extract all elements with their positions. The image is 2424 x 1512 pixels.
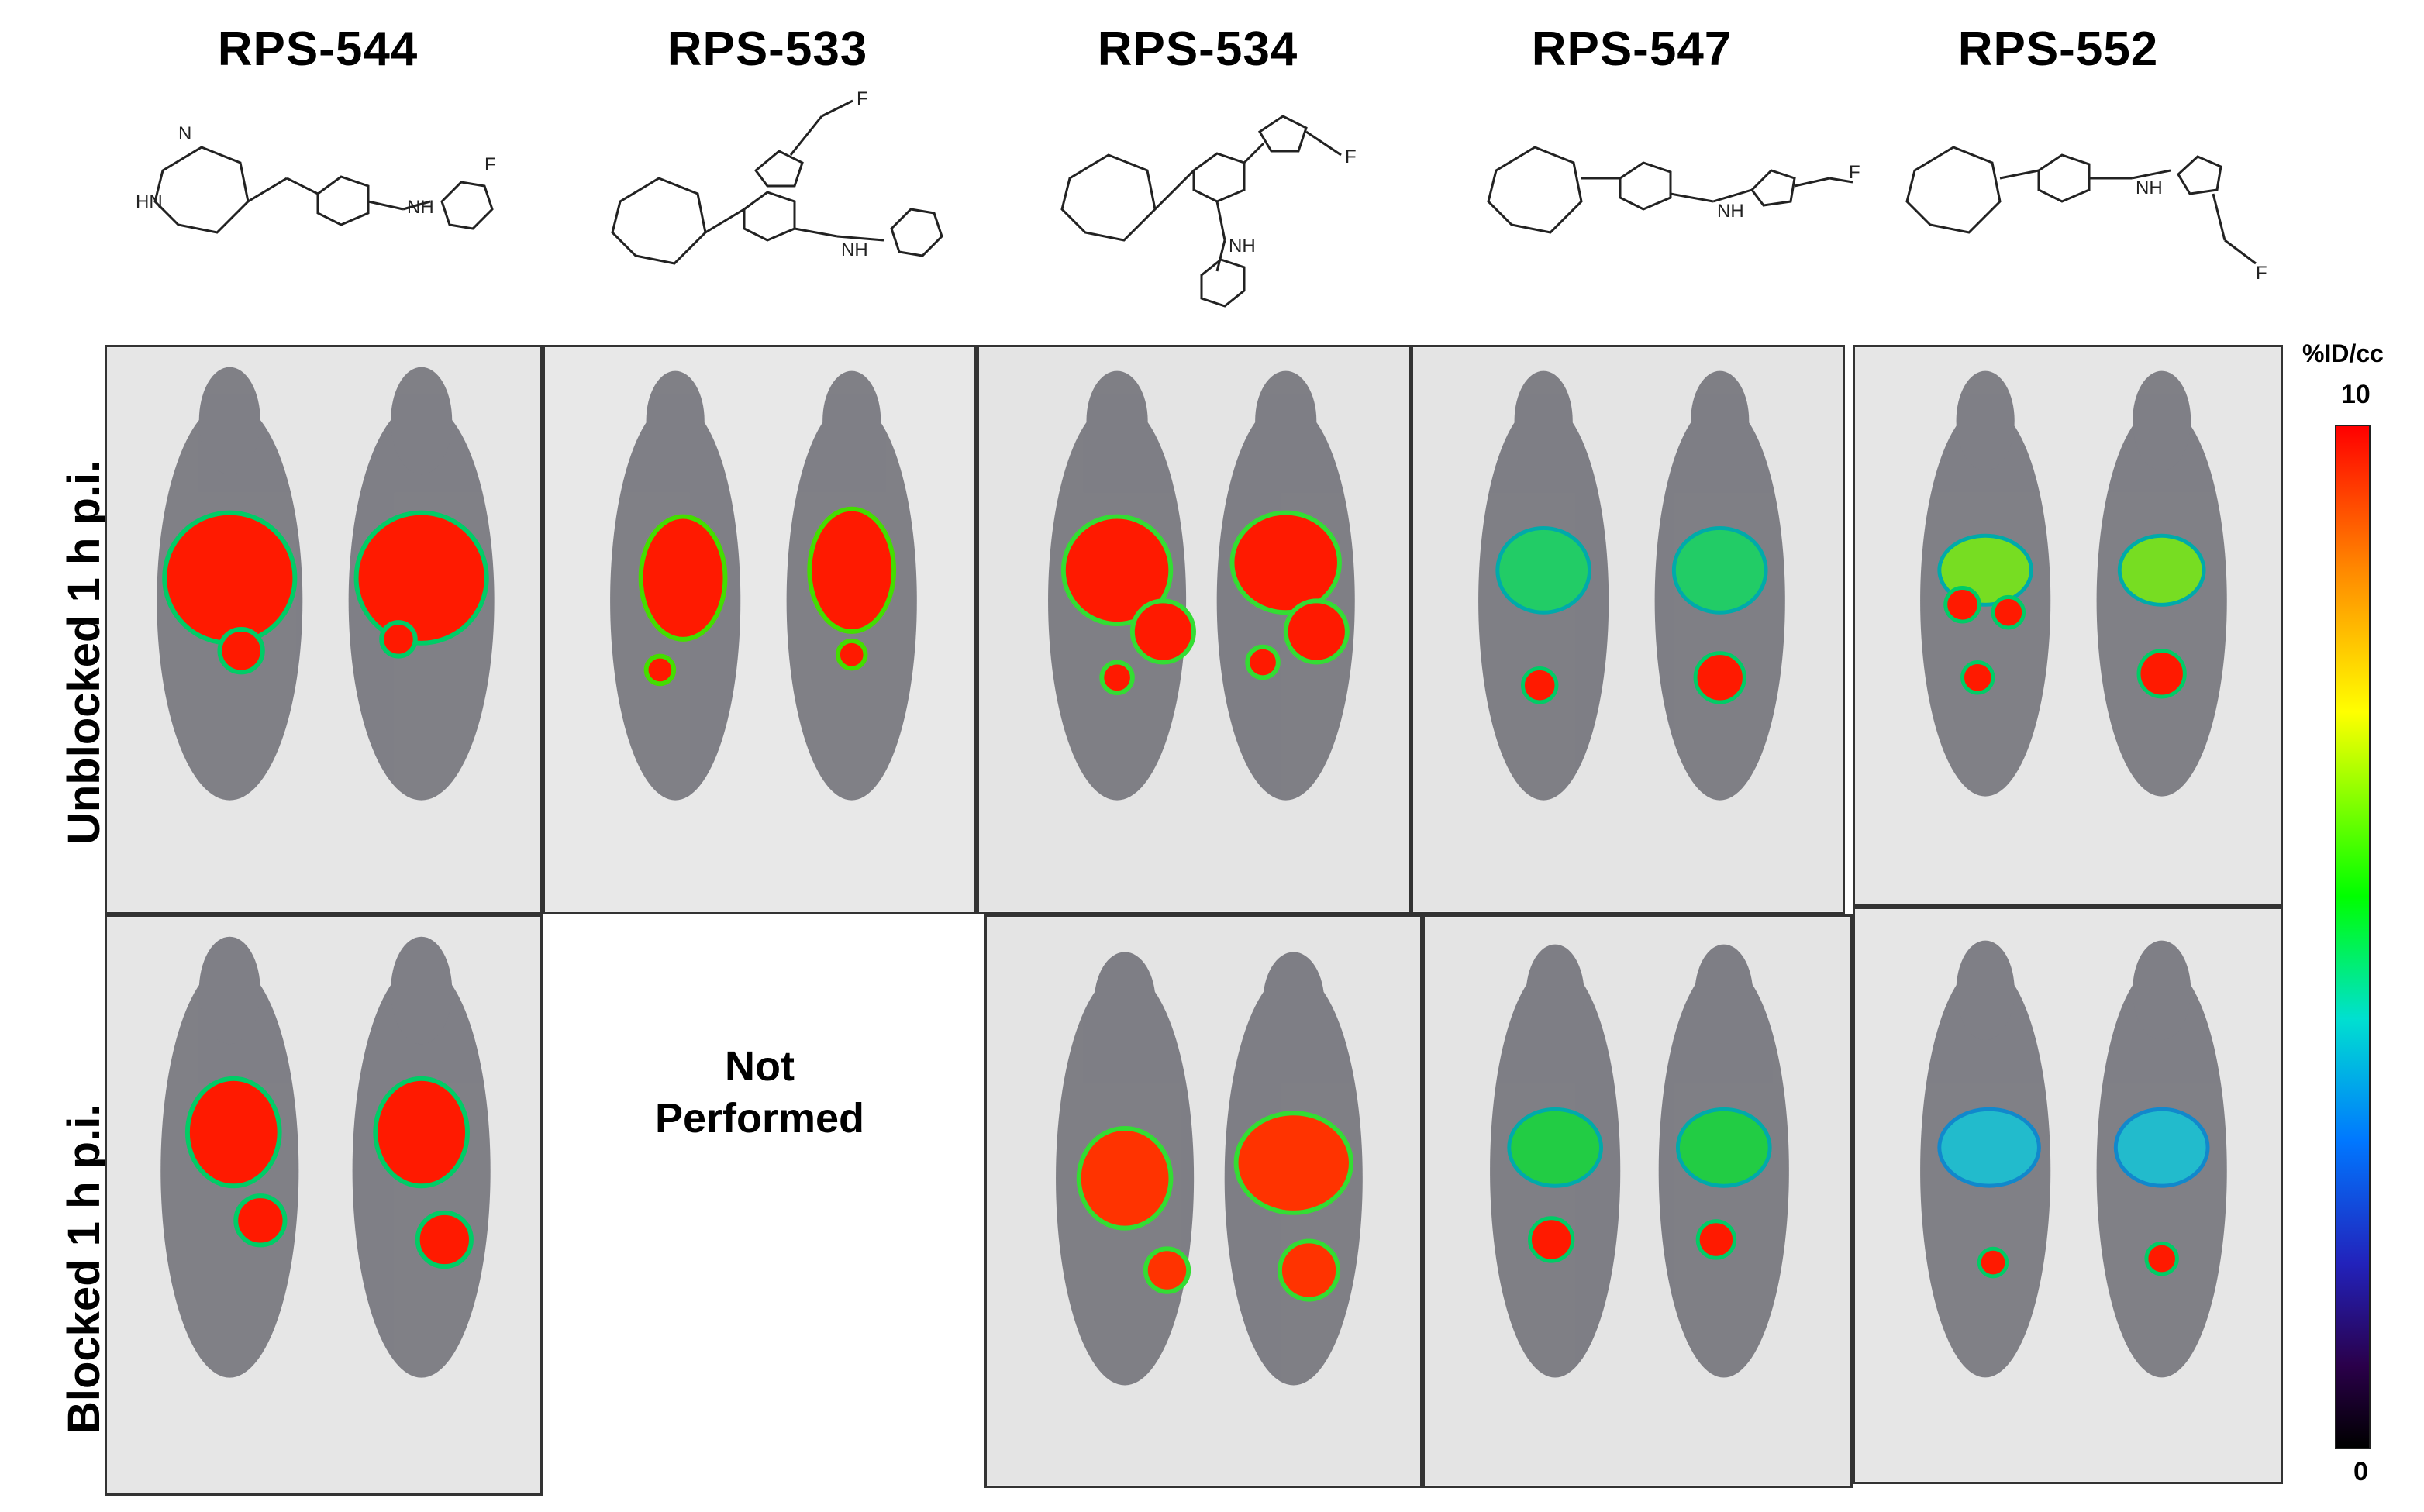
svg-text:F: F xyxy=(1345,146,1357,167)
not-performed-rps-533: Not Performed xyxy=(543,914,977,1271)
svg-text:F: F xyxy=(2256,263,2267,284)
chemical-structure-rps-552: NH F xyxy=(1884,85,2287,318)
pet-panel-unblocked-rps-534 xyxy=(977,345,1411,914)
svg-text:N: N xyxy=(178,123,191,144)
svg-text:NH: NH xyxy=(2136,177,2163,198)
colorbar-max-label: 10 xyxy=(2341,380,2371,409)
chemical-structure-rps-533: F NH xyxy=(589,85,977,318)
not-performed-label: Not Performed xyxy=(654,1042,865,1142)
pet-panel-unblocked-rps-533 xyxy=(543,345,977,914)
pet-panel-unblocked-rps-547 xyxy=(1411,345,1845,914)
pet-panel-blocked-rps-534 xyxy=(984,914,1422,1488)
chemical-structure-rps-547: NH F xyxy=(1465,85,1868,318)
svg-text:NH: NH xyxy=(407,197,434,218)
pet-panel-blocked-rps-547 xyxy=(1422,914,1853,1488)
compound-title-rps-533: RPS-533 xyxy=(667,22,868,76)
compound-title-rps-547: RPS-547 xyxy=(1531,22,1733,76)
svg-text:NH: NH xyxy=(841,239,868,260)
chemical-structure-rps-534: F NH xyxy=(1039,85,1426,318)
colorbar-min-label: 0 xyxy=(2353,1457,2368,1486)
svg-text:NH: NH xyxy=(1717,201,1744,222)
row-label-blocked: Blocked 1 h p.i. xyxy=(59,1104,109,1434)
svg-text:F: F xyxy=(484,154,496,175)
svg-text:F: F xyxy=(857,88,868,109)
svg-text:NH: NH xyxy=(1229,236,1256,257)
pet-panel-blocked-rps-552 xyxy=(1853,907,2283,1484)
colorbar xyxy=(2335,425,2371,1449)
pet-panel-unblocked-rps-552 xyxy=(1853,345,2283,907)
colorbar-unit-label: %ID/cc xyxy=(2302,339,2384,367)
chemical-structure-rps-544: N HN NH F xyxy=(132,85,519,318)
compound-title-rps-544: RPS-544 xyxy=(217,22,419,76)
compound-title-rps-534: RPS-534 xyxy=(1097,22,1298,76)
pet-panel-blocked-rps-544 xyxy=(105,914,543,1496)
pet-panel-unblocked-rps-544 xyxy=(105,345,543,914)
row-label-unblocked: Unblocked 1 h p.i. xyxy=(59,460,109,845)
svg-text:HN: HN xyxy=(136,191,163,212)
compound-title-rps-552: RPS-552 xyxy=(1957,22,2159,76)
svg-text:F: F xyxy=(1849,162,1860,183)
